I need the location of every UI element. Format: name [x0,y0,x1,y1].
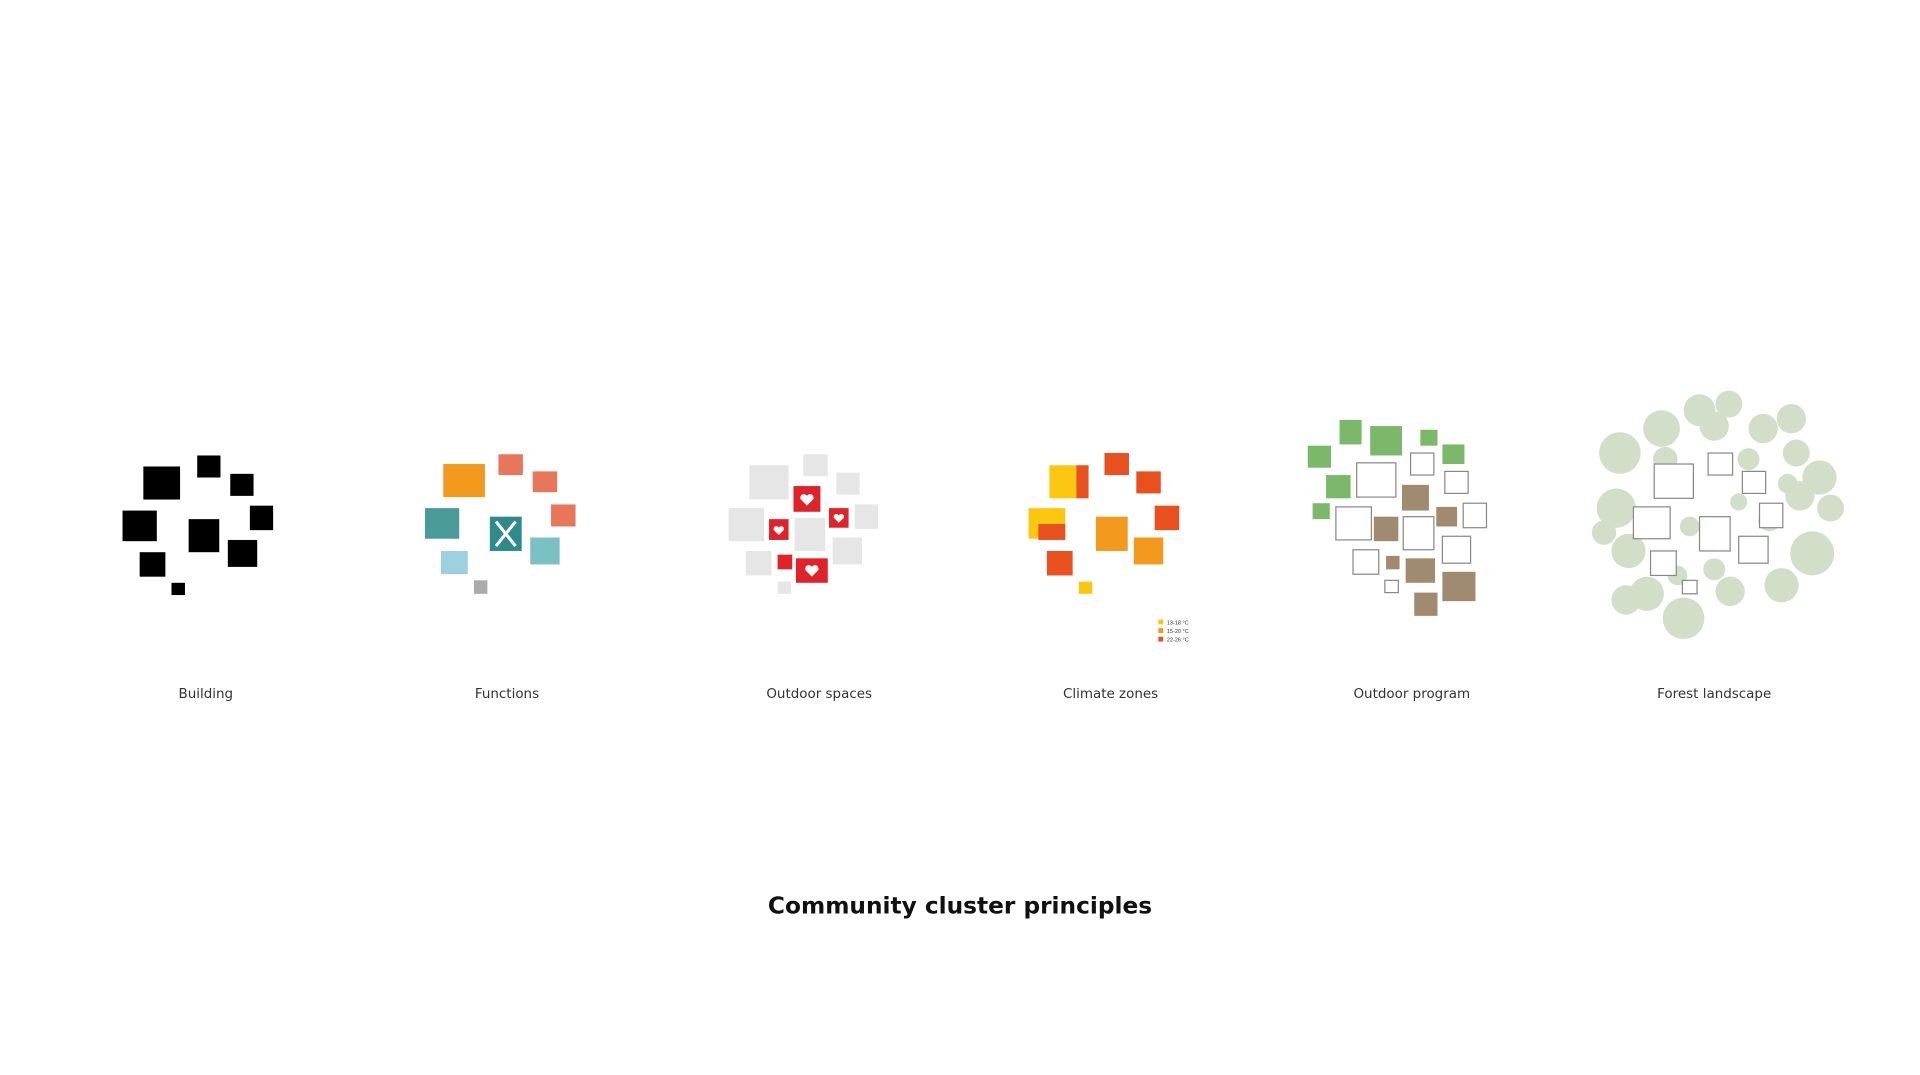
panel-label: Outdoor program [1353,687,1470,702]
panel-label: Building [178,687,233,702]
outdoor-program-diagram [1307,419,1488,616]
functions-diagram [424,454,576,594]
panel-label: Climate zones [1063,687,1158,702]
legend-label: 22-26 °C [1167,638,1189,644]
title: Community cluster principles [768,892,1152,919]
legend-label: 15-20 °C [1167,629,1189,635]
legend-label: 13-18 °C [1167,620,1189,626]
climate-zones-diagram: 13-18 °C 15-20 °C 22-26 °C [1028,453,1189,644]
building-diagram [122,455,274,596]
panel-label: Functions [475,687,539,702]
panel-label: Outdoor spaces [766,687,872,702]
panel-label: Forest landscape [1657,687,1771,702]
outdoor-spaces-diagram [728,454,878,594]
forest-landscape-diagram [1591,390,1844,640]
